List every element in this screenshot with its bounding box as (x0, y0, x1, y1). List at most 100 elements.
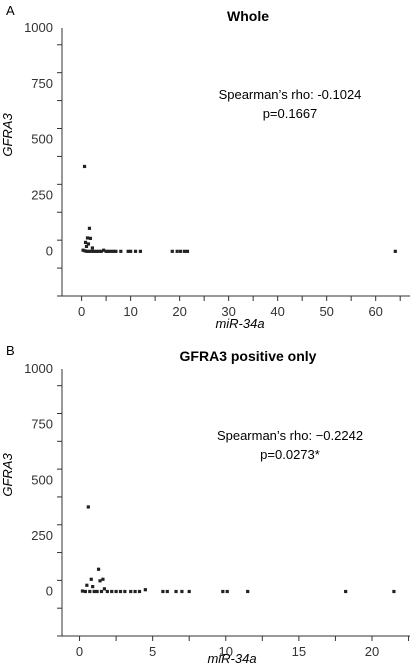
data-point (102, 248, 106, 252)
data-point (82, 164, 87, 169)
x-axis-label: miR-34a (207, 651, 256, 666)
data-point (101, 577, 105, 581)
data-point (87, 249, 91, 253)
data-point (165, 589, 169, 594)
data-point (104, 249, 108, 253)
p-value-annotation: p=0.0273* (260, 447, 320, 462)
data-point (393, 249, 397, 253)
data-point (175, 249, 179, 253)
data-point (81, 248, 85, 252)
data-point (129, 589, 133, 594)
data-point (106, 249, 111, 253)
data-point (143, 588, 147, 592)
data-point (83, 240, 88, 244)
x-tick-label: 15 (292, 644, 306, 659)
data-point (90, 246, 94, 250)
data-point (96, 567, 101, 571)
y-axis-label: GFRA3 (0, 453, 15, 497)
y-tick-label: 250 (31, 528, 53, 543)
chart-title: Whole (227, 8, 269, 24)
p-value-annotation: p=0.1667 (263, 106, 318, 121)
data-point (246, 589, 250, 594)
data-point (185, 249, 190, 253)
x-axis-label: miR-34a (215, 316, 264, 331)
x-tick-label: 50 (319, 304, 333, 319)
x-tick-label: 10 (123, 304, 137, 319)
panel-a: A Whole Spearman’s rho: -0.1024 p=0.1667… (0, 3, 410, 331)
data-point (225, 589, 229, 594)
data-point (179, 249, 183, 253)
x-tick-label: 0 (76, 644, 83, 659)
data-point (109, 249, 113, 253)
x-tick-label: 10 (219, 644, 233, 659)
y-tick-label: 0 (46, 584, 53, 599)
data-point (133, 249, 138, 253)
x-tick-label: 0 (78, 304, 85, 319)
data-point (170, 249, 174, 253)
data-point (114, 249, 118, 253)
plot-area: 0 250 500 750 1000 0 10 20 30 40 50 60 (24, 20, 410, 319)
panel-letter: A (6, 3, 15, 18)
spearman-annotation: Spearman’s rho: −0.2242 (217, 428, 363, 443)
data-point (85, 583, 89, 587)
y-tick-label: 250 (31, 188, 53, 203)
y-axis-label: GFRA3 (0, 113, 15, 157)
data-point (86, 505, 90, 509)
y-tick-label: 750 (31, 76, 53, 91)
data-point (105, 589, 109, 594)
data-point (83, 589, 87, 594)
y-tick-label: 0 (46, 243, 53, 258)
data-point (187, 589, 191, 594)
data-point (89, 577, 93, 581)
data-point (85, 249, 89, 253)
data-point (161, 589, 165, 594)
data-point (97, 249, 101, 253)
data-point (123, 589, 127, 594)
panel-b: B GFRA3 positive only Spearman’s rho: −0… (0, 343, 410, 666)
x-tick-label: 30 (221, 304, 235, 319)
data-point (98, 579, 102, 583)
data-point (110, 589, 114, 594)
data-point (118, 589, 123, 594)
plot-area: 0 250 500 750 1000 0 5 10 15 20 (24, 361, 410, 659)
data-point (92, 589, 96, 594)
data-point (111, 249, 116, 253)
data-point (344, 589, 348, 594)
x-tick-label: 5 (149, 644, 156, 659)
data-point (80, 589, 85, 593)
data-point (133, 589, 137, 594)
y-tick-label: 1000 (24, 20, 53, 35)
data-point (182, 249, 187, 253)
spearman-annotation: Spearman’s rho: -0.1024 (219, 87, 362, 102)
data-point (88, 236, 93, 240)
data-point (83, 249, 87, 253)
data-point (91, 585, 95, 589)
x-tick-label: 20 (172, 304, 186, 319)
x-tick-label: 60 (368, 304, 382, 319)
y-tick-label: 750 (31, 417, 53, 432)
data-point (119, 249, 123, 253)
data-point (114, 589, 118, 594)
data-point (92, 249, 96, 253)
data-point (89, 249, 94, 253)
y-tick-label: 500 (31, 472, 53, 487)
data-point (85, 236, 90, 240)
data-point (221, 589, 225, 594)
y-tick-label: 500 (31, 132, 53, 147)
data-point (84, 244, 89, 249)
data-point (126, 249, 130, 253)
x-tick-label: 20 (365, 644, 379, 659)
data-point (138, 249, 143, 253)
data-point (392, 589, 396, 594)
data-point (88, 589, 92, 594)
data-point (174, 589, 178, 594)
data-point (129, 249, 133, 253)
data-point (94, 249, 98, 253)
data-point (180, 589, 184, 594)
chart-title: GFRA3 positive only (180, 348, 317, 364)
panel-letter: B (6, 343, 15, 358)
data-point (99, 249, 103, 253)
data-point (99, 589, 104, 594)
data-point (95, 589, 99, 594)
